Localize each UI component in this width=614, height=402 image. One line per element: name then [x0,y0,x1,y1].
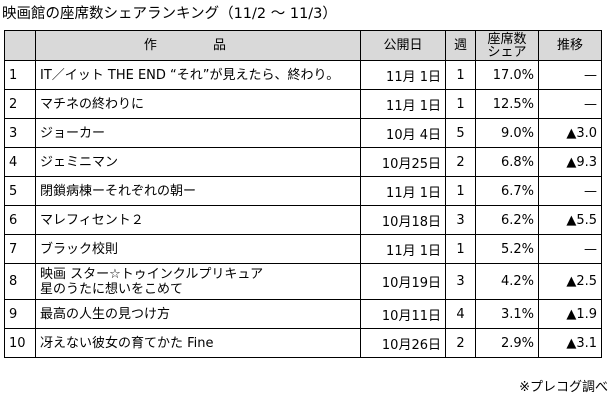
release-date-cell: 11月 1日 [360,176,446,206]
table-row: 5 閉鎖病棟ーそれぞれの朝ー 11月 1日 1 6.7% — [4,176,602,206]
title-line: 閉鎖病棟ーそれぞれの朝ー [40,183,197,199]
header-seat-share-line2: シェア [487,44,527,60]
trend-cell: ▲5.5 [538,205,602,235]
rank-cell: 5 [4,176,36,206]
release-date-cell: 10月19日 [360,263,446,300]
table-row: 4 ジェミニマン 10月25日 2 6.8% ▲9.3 [4,147,602,177]
header-week: 週 [445,30,476,61]
source-note: ※プレコグ調べ [519,380,608,395]
rank-cell: 10 [4,328,36,358]
trend-cell: ▲9.3 [538,147,602,177]
title-line: ジョーカー [40,125,106,141]
week-cell: 2 [445,328,476,358]
rank-cell: 3 [4,118,36,148]
seat-share-cell: 17.0% [475,60,539,90]
release-date-cell: 10月26日 [360,328,446,358]
release-date-cell: 11月 1日 [360,234,446,264]
week-cell: 4 [445,299,476,329]
release-date-cell: 10月18日 [360,205,446,235]
table-row: 7 ブラック校則 11月 1日 1 5.2% — [4,234,602,264]
title-line: 最高の人生の見つけ方 [40,306,171,322]
title-cell: ブラック校則 [35,234,361,264]
table-header-row: 作 品 公開日 週 座席数 シェア 推移 [4,30,602,61]
title-line: 映画 スター☆トゥインクルプリキュア [40,266,264,282]
ranking-body: 1 IT／イット THE END “それ”が見えたら、終わり。 11月 1日 1 17.… [4,60,602,358]
week-cell: 1 [445,176,476,206]
seat-share-cell: 6.7% [475,176,539,206]
rank-cell: 7 [4,234,36,264]
week-cell: 3 [445,263,476,300]
trend-cell: — [538,176,602,206]
rank-cell: 1 [4,60,36,90]
release-date-cell: 10月25日 [360,147,446,177]
rank-cell: 4 [4,147,36,177]
title-cell: 最高の人生の見つけ方 [35,299,361,329]
header-seat-share: 座席数 シェア [475,30,539,61]
week-cell: 2 [445,147,476,177]
table-row: 2 マチネの終わりに 11月 1日 1 12.5% — [4,89,602,119]
table-row: 9 最高の人生の見つけ方 10月11日 4 3.1% ▲1.9 [4,299,602,329]
title-cell: 冴えない彼女の育てかた Fine [35,328,361,358]
ranking-table: 作 品 公開日 週 座席数 シェア 推移 1 IT／イット THE END “それ… [4,30,602,358]
table-row: 8 映画 スター☆トゥインクルプリキュア 星のうたに想いをこめて 10月19日 3 4.2… [4,263,602,300]
title-cell: IT／イット THE END “それ”が見えたら、終わり。 [35,60,361,90]
seat-share-cell: 6.2% [475,205,539,235]
title-line: ブラック校則 [40,241,119,257]
header-release-date: 公開日 [360,30,446,61]
seat-share-cell: 5.2% [475,234,539,264]
table-row: 10 冴えない彼女の育てかた Fine 10月26日 2 2.9% ▲3.1 [4,328,602,358]
rank-cell: 8 [4,263,36,300]
title-line-2: 星のうたに想いをこめて [40,281,184,297]
table-row: 1 IT／イット THE END “それ”が見えたら、終わり。 11月 1日 1 17.… [4,60,602,90]
title-cell: マレフィセント２ [35,205,361,235]
release-date-cell: 11月 1日 [360,60,446,90]
trend-cell: — [538,234,602,264]
seat-share-cell: 9.0% [475,118,539,148]
title-cell: 閉鎖病棟ーそれぞれの朝ー [35,176,361,206]
trend-cell: ▲3.1 [538,328,602,358]
title-line: マチネの終わりに [40,96,145,112]
seat-share-cell: 2.9% [475,328,539,358]
trend-cell: — [538,60,602,90]
trend-cell: — [538,89,602,119]
seat-share-cell: 12.5% [475,89,539,119]
header-rank [4,30,36,61]
title-cell: ジェミニマン [35,147,361,177]
seat-share-cell: 4.2% [475,263,539,300]
release-date-cell: 11月 1日 [360,89,446,119]
trend-cell: ▲3.0 [538,118,602,148]
week-cell: 1 [445,89,476,119]
release-date-cell: 10月11日 [360,299,446,329]
title-cell: ジョーカー [35,118,361,148]
trend-cell: ▲2.5 [538,263,602,300]
week-cell: 3 [445,205,476,235]
seat-share-cell: 6.8% [475,147,539,177]
week-cell: 1 [445,234,476,264]
title-line: マレフィセント２ [40,212,144,228]
header-title: 作 品 [35,30,361,61]
page-title: 映画館の座席数シェアランキング（11/2 〜 11/3） [2,6,337,22]
title-line: ジェミニマン [40,154,119,170]
title-line: 冴えない彼女の育てかた Fine [40,335,214,351]
header-trend: 推移 [538,30,602,61]
title-cell: 映画 スター☆トゥインクルプリキュア 星のうたに想いをこめて [35,263,361,300]
seat-share-cell: 3.1% [475,299,539,329]
table-row: 6 マレフィセント２ 10月18日 3 6.2% ▲5.5 [4,205,602,235]
table-row: 3 ジョーカー 10月 4日 5 9.0% ▲3.0 [4,118,602,148]
week-cell: 5 [445,118,476,148]
rank-cell: 6 [4,205,36,235]
title-line: IT／イット THE END “それ”が見えたら、終わり。 [40,67,340,83]
title-cell: マチネの終わりに [35,89,361,119]
rank-cell: 2 [4,89,36,119]
rank-cell: 9 [4,299,36,329]
trend-cell: ▲1.9 [538,299,602,329]
week-cell: 1 [445,60,476,90]
header-seat-share-line1: 座席数 [487,31,527,47]
release-date-cell: 10月 4日 [360,118,446,148]
